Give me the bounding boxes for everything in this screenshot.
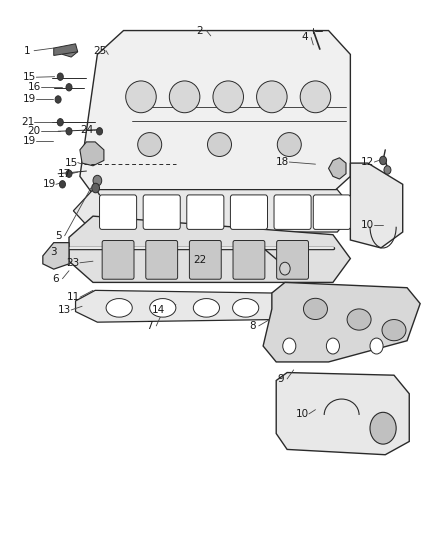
Polygon shape: [53, 44, 78, 55]
Circle shape: [369, 413, 395, 444]
Ellipse shape: [125, 81, 156, 113]
Text: 19: 19: [42, 179, 56, 189]
Text: 2: 2: [196, 26, 203, 36]
Text: 20: 20: [28, 126, 41, 136]
Text: 9: 9: [277, 374, 283, 384]
Text: 5: 5: [55, 231, 61, 241]
FancyBboxPatch shape: [273, 195, 311, 229]
Text: 16: 16: [28, 82, 41, 92]
Text: 12: 12: [360, 157, 374, 167]
Polygon shape: [62, 46, 78, 57]
FancyBboxPatch shape: [186, 195, 223, 229]
Polygon shape: [328, 158, 345, 179]
Text: 3: 3: [50, 247, 57, 257]
Circle shape: [93, 175, 102, 186]
Text: 8: 8: [248, 321, 255, 331]
Polygon shape: [350, 163, 402, 248]
Text: 19: 19: [23, 136, 36, 147]
Text: 21: 21: [21, 117, 34, 127]
Circle shape: [57, 73, 63, 80]
Ellipse shape: [193, 298, 219, 317]
Circle shape: [369, 338, 382, 354]
Circle shape: [92, 183, 99, 193]
Text: 15: 15: [64, 158, 78, 167]
FancyBboxPatch shape: [233, 240, 264, 279]
Text: 7: 7: [146, 321, 153, 331]
Circle shape: [379, 156, 386, 165]
FancyBboxPatch shape: [99, 195, 136, 229]
Ellipse shape: [212, 81, 243, 113]
Text: 24: 24: [80, 125, 93, 135]
Text: 10: 10: [295, 409, 308, 419]
Circle shape: [96, 127, 102, 135]
Ellipse shape: [277, 133, 300, 157]
Text: 10: 10: [360, 220, 374, 230]
Ellipse shape: [232, 298, 258, 317]
Polygon shape: [276, 373, 408, 455]
Polygon shape: [69, 216, 350, 282]
Polygon shape: [262, 282, 419, 362]
FancyBboxPatch shape: [145, 240, 177, 279]
Polygon shape: [43, 243, 69, 269]
Text: 23: 23: [67, 258, 80, 268]
FancyBboxPatch shape: [189, 240, 221, 279]
Text: 22: 22: [193, 255, 206, 265]
Text: 11: 11: [67, 292, 80, 302]
Ellipse shape: [303, 298, 327, 319]
Ellipse shape: [300, 81, 330, 113]
FancyBboxPatch shape: [276, 240, 308, 279]
FancyBboxPatch shape: [230, 195, 267, 229]
Text: 6: 6: [53, 273, 59, 284]
Ellipse shape: [169, 81, 199, 113]
FancyBboxPatch shape: [143, 195, 180, 229]
Ellipse shape: [138, 133, 161, 157]
Ellipse shape: [256, 81, 286, 113]
Circle shape: [57, 118, 63, 126]
Text: 13: 13: [58, 305, 71, 315]
Polygon shape: [73, 190, 354, 232]
Circle shape: [325, 338, 339, 354]
Ellipse shape: [106, 298, 132, 317]
Polygon shape: [80, 142, 104, 166]
Polygon shape: [75, 290, 289, 322]
Circle shape: [282, 338, 295, 354]
Ellipse shape: [346, 309, 370, 330]
FancyBboxPatch shape: [313, 195, 350, 229]
Text: 17: 17: [58, 169, 71, 179]
Ellipse shape: [207, 133, 231, 157]
Text: 14: 14: [152, 305, 165, 315]
Circle shape: [66, 84, 72, 91]
Text: 4: 4: [300, 33, 307, 43]
FancyBboxPatch shape: [102, 240, 134, 279]
Circle shape: [66, 127, 72, 135]
Circle shape: [279, 262, 290, 275]
Circle shape: [383, 166, 390, 174]
Text: 25: 25: [93, 46, 106, 56]
Text: 1: 1: [24, 46, 31, 56]
Polygon shape: [80, 30, 350, 200]
Ellipse shape: [149, 298, 176, 317]
Circle shape: [66, 170, 72, 177]
Text: 15: 15: [23, 72, 36, 82]
Circle shape: [55, 96, 61, 103]
Ellipse shape: [381, 319, 405, 341]
Text: 18: 18: [276, 157, 289, 167]
Text: 19: 19: [23, 94, 36, 104]
Circle shape: [59, 181, 65, 188]
